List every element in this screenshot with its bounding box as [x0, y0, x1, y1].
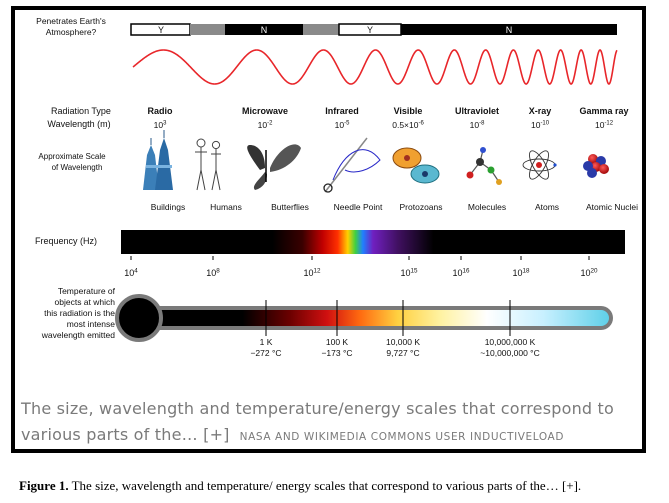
atmosphere-y-1: Y [158, 25, 164, 35]
atmosphere-y-2: Y [367, 25, 373, 35]
atom-icon [522, 150, 557, 180]
frequency-tick-1: 108 [206, 267, 220, 278]
temperature-label-line-4: wavelength emitted [41, 330, 116, 340]
band-name-1: Microwave [242, 106, 288, 116]
band-name-5: X-ray [529, 106, 552, 116]
temperature-label-line-0: Temperature of [58, 286, 116, 296]
temperature-celsius-1: −173 °C [321, 348, 352, 358]
band-names: Radio Microwave Infrared Visible Ultraviolet… [147, 106, 628, 116]
nucleus-icon [583, 154, 609, 178]
atmosphere-segment-opaque-2 [401, 24, 617, 35]
object-label-1: Humans [210, 202, 242, 212]
wavelength-label: Wavelength (m) [47, 119, 110, 129]
image-credit: NASA AND WIKIMEDIA COMMONS USER INDUCTIV… [239, 431, 565, 443]
band-name-3: Visible [394, 106, 423, 116]
band-wavelength-5: 10-10 [531, 120, 550, 130]
figure-caption-text: The size, wavelength and temperature/ en… [71, 478, 582, 493]
temperature-ticks: 1 K−272 °C 100 K−173 °C 10,000 K9,727 °C 10… [250, 300, 540, 358]
atmosphere-segment-opaque [225, 24, 303, 35]
temperature-kelvin-3: 10,000,000 K [485, 337, 536, 347]
object-label-4: Protozoans [400, 202, 443, 212]
figure-caption: Figure 1. The size, wavelength and tempe… [19, 478, 581, 494]
atmosphere-n-2: N [506, 25, 513, 35]
object-label-5: Molecules [468, 202, 506, 212]
temperature-kelvin-1: 100 K [326, 337, 349, 347]
frequency-tick-5: 1018 [512, 267, 530, 278]
protozoa-icon [392, 147, 440, 184]
buildings-icon [143, 130, 173, 190]
scale-label-line1: Approximate Scale [38, 152, 106, 161]
frequency-tick-4: 1016 [452, 267, 470, 278]
band-name-4: Ultraviolet [455, 106, 499, 116]
object-label-7: Atomic Nuclei [586, 202, 638, 212]
wavelength-wave [132, 49, 618, 85]
object-label-2: Butterflies [271, 202, 309, 212]
object-labels: Buildings Humans Butterflies Needle Point Pr… [151, 202, 638, 212]
band-name-2: Infrared [325, 106, 359, 116]
frequency-bar [121, 230, 625, 254]
band-wavelength-1: 10-2 [258, 120, 273, 130]
thermometer [115, 294, 613, 342]
scale-label-line2: of Wavelength [52, 163, 103, 172]
thermometer-bulb [115, 294, 163, 342]
atmosphere-segment-partial-2 [303, 24, 339, 35]
band-wavelength-0: 103 [154, 120, 167, 130]
spectrum-diagram: Penetrates Earth's Atmosphere? Y N Y N R… [35, 16, 638, 358]
object-label-6: Atoms [535, 202, 559, 212]
image-caption: The size, wavelength and temperature/ene… [21, 396, 641, 449]
figure-label: Figure 1. [19, 478, 69, 493]
band-wavelength-3: 0.5×10-6 [392, 120, 424, 130]
frequency-tick-0: 104 [124, 267, 138, 278]
band-wavelength-4: 10-8 [470, 120, 485, 130]
molecule-icon [466, 147, 502, 185]
frequency-tick-2: 1012 [303, 267, 321, 278]
temperature-label-line-2: this radiation is the [44, 308, 115, 318]
band-name-6: Gamma ray [579, 106, 628, 116]
temperature-kelvin-2: 10,000 K [386, 337, 420, 347]
figure-frame: Penetrates Earth's Atmosphere? Y N Y N R… [11, 6, 646, 453]
frequency-ticks: 104 108 1012 1015 1016 1018 1020 [124, 256, 598, 278]
needle-icon [323, 137, 381, 193]
band-wavelengths: 103 10-2 10-5 0.5×10-6 10-8 10-10 10-12 [154, 120, 613, 130]
atmosphere-label-line1: Penetrates Earth's [36, 16, 106, 26]
object-label-3: Needle Point [334, 202, 383, 212]
temperature-label-line-1: objects at which [55, 297, 116, 307]
band-name-0: Radio [147, 106, 173, 116]
temperature-label-line-3: most intense [67, 319, 115, 329]
humans-icon [195, 138, 221, 191]
atmosphere-bar: Y N Y N [130, 23, 617, 36]
band-wavelength-6: 10-12 [595, 120, 613, 130]
temperature-celsius-2: 9,727 °C [386, 348, 419, 358]
temperature-celsius-3: ~10,000,000 °C [480, 348, 539, 358]
atmosphere-segment-partial [190, 24, 225, 35]
butterfly-icon [247, 144, 301, 190]
frequency-tick-3: 1015 [400, 267, 418, 278]
radiation-type-label: Radiation Type [51, 106, 111, 116]
temperature-kelvin-0: 1 K [260, 337, 273, 347]
temperature-celsius-0: −272 °C [250, 348, 281, 358]
frequency-tick-6: 1020 [580, 267, 598, 278]
band-wavelength-2: 10-5 [335, 120, 350, 130]
object-label-0: Buildings [151, 202, 186, 212]
atmosphere-n-1: N [261, 25, 268, 35]
atmosphere-label-line2: Atmosphere? [46, 27, 97, 37]
image-caption-text: The size, wavelength and temperature/ene… [21, 399, 615, 444]
frequency-label: Frequency (Hz) [35, 236, 97, 246]
